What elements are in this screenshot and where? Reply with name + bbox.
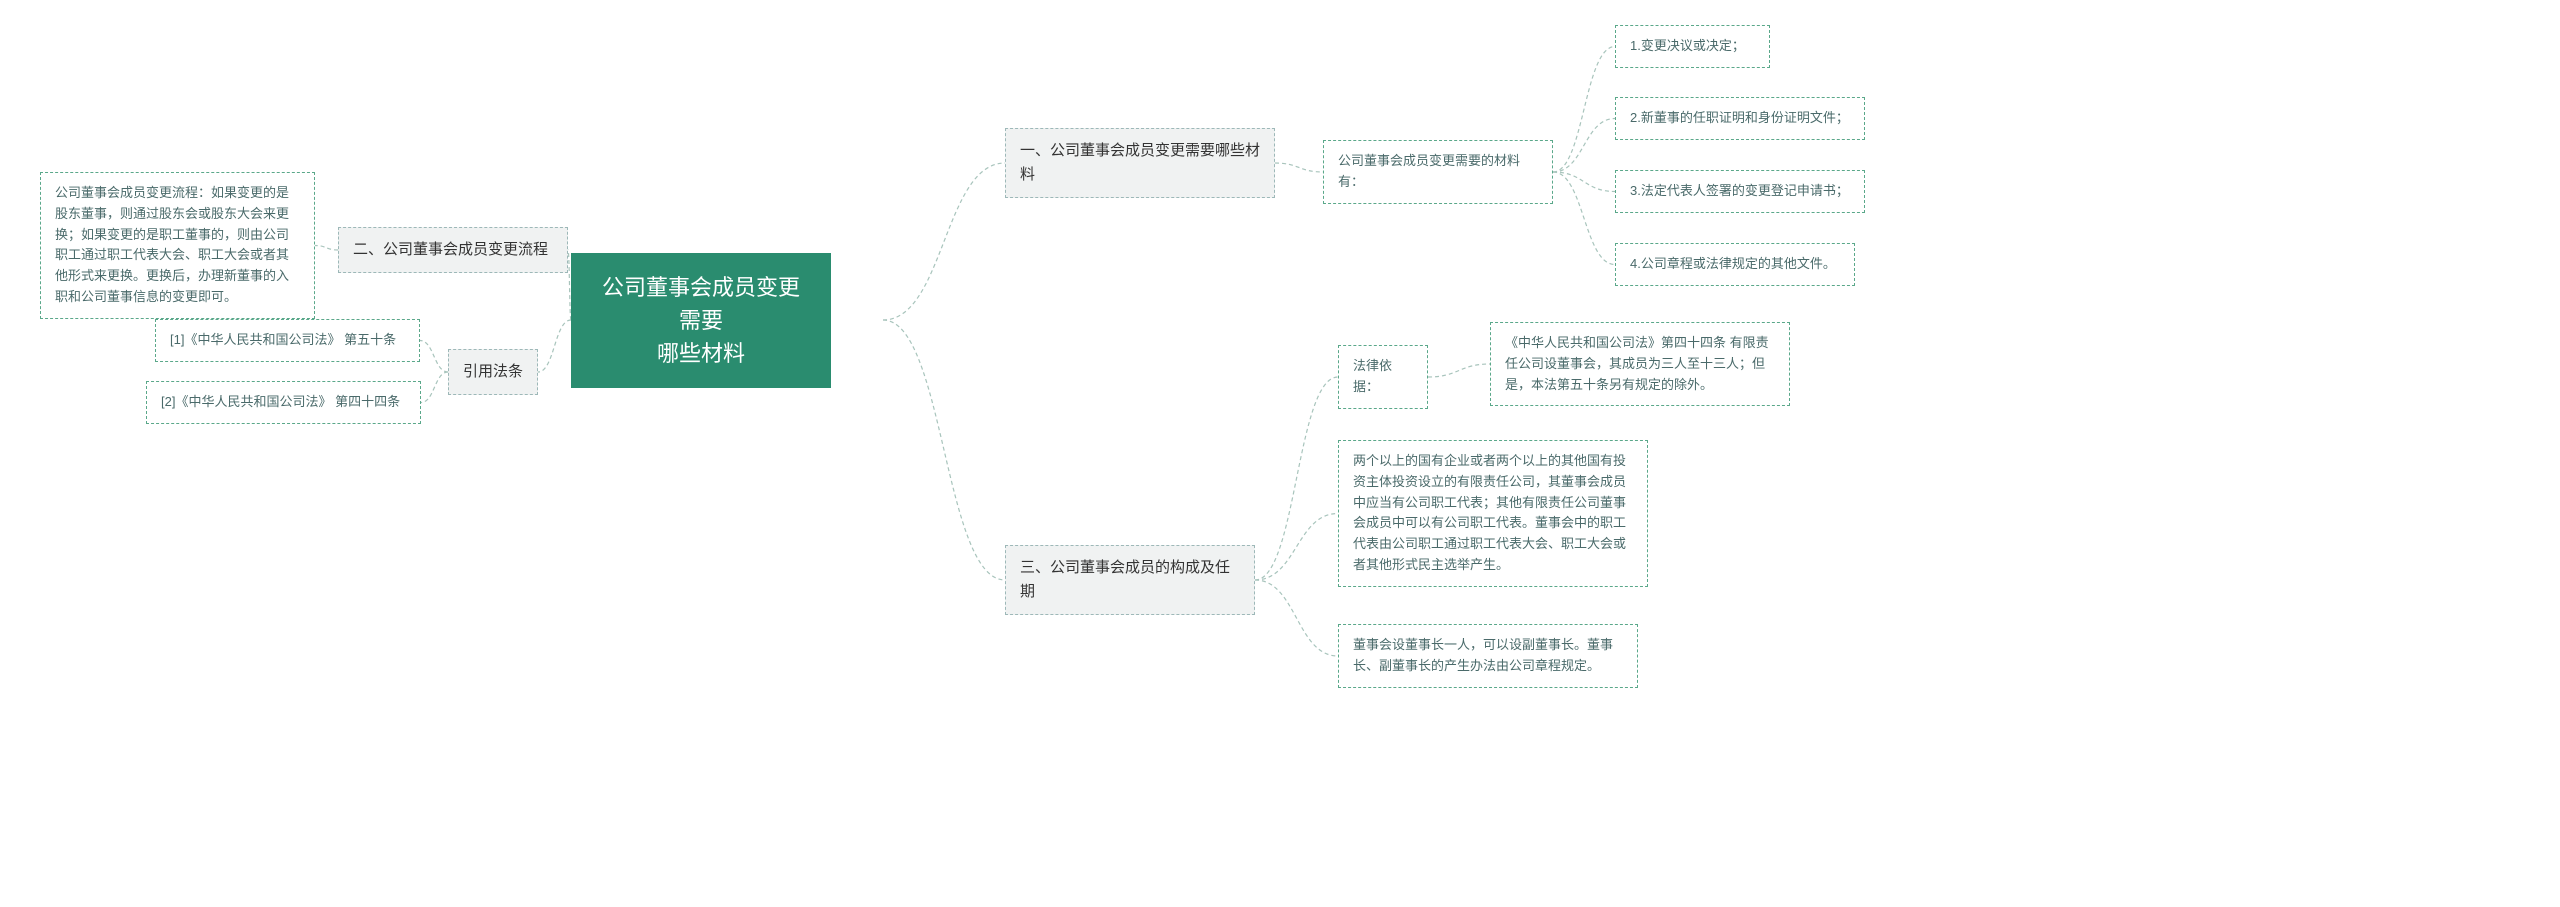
- connector-layer: [0, 0, 2560, 907]
- leaf-b1c4: 4.公司章程或法律规定的其他文件。: [1615, 243, 1855, 286]
- leaf-b3lawc: 《中华人民共和国公司法》第四十四条 有限责任公司设董事会，其成员为三人至十三人；…: [1490, 322, 1790, 406]
- branch-b2: 二、公司董事会成员变更流程: [338, 227, 568, 273]
- branch-b3: 三、公司董事会成员的构成及任期: [1005, 545, 1255, 615]
- leaf-b1c1: 1.变更决议或决定；: [1615, 25, 1770, 68]
- leaf-b3c3: 董事会设董事长一人，可以设副董事长。董事长、副董事长的产生办法由公司章程规定。: [1338, 624, 1638, 688]
- leaf-b1c2: 2.新董事的任职证明和身份证明文件；: [1615, 97, 1865, 140]
- leaf-b1c0: 公司董事会成员变更需要的材料有：: [1323, 140, 1553, 204]
- branch-bcit: 引用法条: [448, 349, 538, 395]
- leaf-cit1: [1]《中华人民共和国公司法》 第五十条: [155, 319, 420, 362]
- leaf-b3c2: 两个以上的国有企业或者两个以上的其他国有投资主体投资设立的有限责任公司，其董事会…: [1338, 440, 1648, 587]
- leaf-b3law: 法律依据：: [1338, 345, 1428, 409]
- leaf-b1c3: 3.法定代表人签署的变更登记申请书；: [1615, 170, 1865, 213]
- root-node: 公司董事会成员变更需要哪些材料: [571, 280, 623, 360]
- leaf-cit2: [2]《中华人民共和国公司法》 第四十四条: [146, 381, 421, 424]
- leaf-b2c1: 公司董事会成员变更流程：如果变更的是股东董事，则通过股东会或股东大会来更换；如果…: [40, 172, 315, 319]
- branch-b1: 一、公司董事会成员变更需要哪些材料: [1005, 128, 1275, 198]
